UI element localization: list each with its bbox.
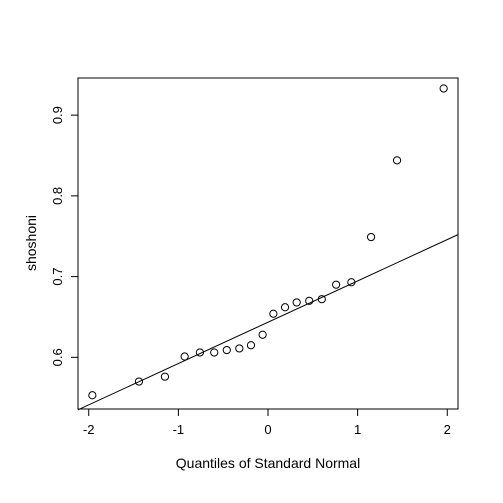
data-point (195, 348, 204, 357)
data-point (160, 372, 170, 381)
data-point (439, 84, 448, 93)
data-point (292, 298, 301, 307)
x-tick-label: -2 (83, 422, 95, 437)
x-axis-label: Quantiles of Standard Normal (176, 455, 360, 471)
x-tick-label: 1 (354, 422, 361, 437)
data-point (222, 345, 231, 355)
data-point (332, 280, 341, 289)
plot-frame (77, 77, 459, 410)
x-tick-label: -1 (173, 422, 185, 437)
data-point (269, 309, 278, 318)
qq-reference-line (77, 234, 459, 411)
data-point (246, 341, 256, 350)
data-point (235, 344, 244, 353)
data-point (258, 330, 267, 339)
y-axis: 0.6 0.7 0.8 0.9 (50, 106, 78, 366)
data-point (180, 352, 189, 361)
data-point (392, 156, 402, 165)
x-axis: -2 -1 0 1 2 (83, 409, 451, 437)
data-point (305, 296, 314, 305)
data-point (280, 303, 290, 312)
x-tick-label: 2 (444, 422, 451, 437)
points-layer (88, 84, 448, 400)
data-point (317, 295, 326, 304)
y-tick-label: 0.7 (50, 268, 65, 286)
data-point (134, 377, 144, 386)
data-point (210, 348, 219, 357)
data-point (88, 391, 97, 400)
data-point (347, 278, 356, 287)
reference-line-layer (77, 234, 459, 411)
x-tick-label: 0 (264, 422, 271, 437)
y-tick-label: 0.6 (50, 348, 65, 366)
y-tick-label: 0.9 (50, 106, 65, 124)
data-point (366, 232, 376, 242)
y-tick-label: 0.8 (50, 187, 65, 205)
y-axis-label: shoshoni (23, 215, 39, 271)
